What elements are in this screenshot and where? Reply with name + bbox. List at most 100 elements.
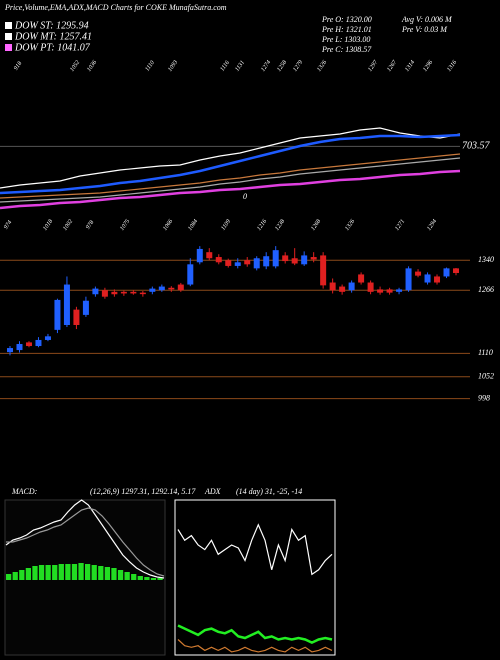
y-tick-label: 703.57	[462, 141, 491, 152]
volume-label: 1018	[42, 219, 54, 232]
volume-label: 1052	[69, 60, 81, 73]
volume-label: 1326	[316, 60, 328, 73]
candle-body	[358, 274, 365, 283]
series-line	[0, 169, 461, 210]
histogram-bar	[150, 578, 157, 580]
candle-body	[130, 291, 137, 294]
candle-body	[291, 258, 298, 264]
candle-body	[196, 248, 203, 263]
histogram-bar	[85, 564, 91, 580]
candle-body	[149, 288, 156, 292]
histogram-bar	[104, 567, 111, 580]
histogram-bar	[32, 566, 38, 580]
histogram-bar	[71, 564, 78, 580]
candle-body	[443, 268, 450, 277]
info: Avg V: 0.006 M	[401, 15, 453, 24]
volume-label: 1238	[274, 219, 286, 232]
volume-label: 1216	[256, 219, 268, 232]
series-line	[0, 127, 461, 189]
volume-label: 1066	[162, 219, 174, 232]
candle-body	[301, 255, 308, 265]
legend-label: DOW PT: 1041.07	[14, 42, 91, 53]
candle-body	[177, 284, 184, 291]
candle-body	[54, 299, 61, 330]
volume-label: 918	[13, 61, 23, 72]
histogram-bar	[38, 565, 45, 580]
candle-body	[320, 255, 327, 286]
candle-body	[139, 292, 146, 295]
histogram-bar	[137, 576, 143, 580]
candle-body	[348, 282, 355, 291]
candle-body	[168, 287, 175, 290]
candle-body	[73, 309, 80, 325]
candle-body	[253, 258, 260, 269]
candle-body	[225, 260, 232, 266]
legend-label: DOW MT: 1257.41	[14, 31, 92, 42]
candle-body	[7, 348, 13, 353]
candle-body	[82, 300, 89, 315]
volume-label: 1326	[344, 219, 356, 232]
histogram-bar	[157, 578, 163, 580]
info: Pre H: 1321.01	[321, 25, 372, 34]
candle-body	[187, 264, 194, 285]
candle-body	[244, 260, 251, 265]
candle-body	[234, 262, 241, 266]
candle-body	[44, 336, 51, 340]
histogram-bar	[91, 565, 97, 580]
volume-label: 1316	[446, 60, 458, 73]
series-line	[0, 153, 461, 199]
volume-label: 1002	[62, 219, 74, 232]
histogram-bar	[58, 564, 64, 580]
volume-label: 1274	[260, 59, 273, 73]
candle-body	[92, 288, 99, 295]
candle-body	[377, 289, 384, 293]
candle-body	[396, 289, 403, 292]
candle-body	[158, 286, 165, 291]
panel-title: MACD:	[11, 487, 38, 496]
annotation: 0	[243, 192, 247, 201]
info: Pre C: 1308.57	[321, 45, 372, 54]
histogram-bar	[111, 568, 117, 580]
y-tick-label: 1110	[478, 348, 493, 357]
volume-label: 1314	[404, 59, 417, 73]
volume-label: 1267	[386, 59, 398, 73]
histogram-bar	[12, 572, 18, 580]
histogram-bar	[25, 568, 32, 580]
series-line	[6, 507, 165, 577]
volume-label: 1116	[220, 60, 231, 73]
candle-body	[25, 342, 32, 347]
candle-body	[215, 257, 222, 263]
volume-label: 1279	[292, 60, 304, 73]
candle-body	[16, 344, 23, 351]
volume-label: 978	[85, 220, 95, 231]
panel-subtitle: (12,26,9) 1297.31, 1292.14, 5.17	[90, 487, 196, 496]
info: Pre O: 1320.00	[321, 15, 372, 24]
volume-label: 1084	[187, 218, 200, 232]
volume-label: 1110	[145, 60, 156, 73]
legend-swatch	[5, 22, 12, 29]
volume-label: 1268	[310, 219, 322, 232]
series-line	[177, 523, 333, 576]
candle-body	[282, 255, 289, 262]
histogram-bar	[6, 574, 12, 580]
histogram-bar	[19, 570, 25, 580]
candle-body	[424, 274, 431, 283]
histogram-bar	[117, 570, 124, 580]
histogram-bar	[131, 574, 137, 580]
candle-body	[35, 339, 42, 347]
volume-label: 1271	[394, 219, 406, 232]
series-line	[0, 133, 461, 195]
candle-body	[415, 271, 422, 276]
info: Pre V: 0.03 M	[401, 25, 448, 34]
histogram-bar	[98, 566, 104, 580]
legend-swatch	[5, 44, 12, 51]
info: Pre L: 1303.00	[321, 35, 370, 44]
histogram-bar	[124, 572, 130, 580]
y-tick-label: 1266	[478, 285, 494, 294]
histogram-bar	[52, 565, 58, 580]
panel-subtitle: (14 day) 31, -25, -14	[236, 487, 302, 496]
histogram-bar	[78, 563, 84, 580]
series-line	[177, 639, 333, 653]
panel-title: ADX	[204, 487, 222, 496]
